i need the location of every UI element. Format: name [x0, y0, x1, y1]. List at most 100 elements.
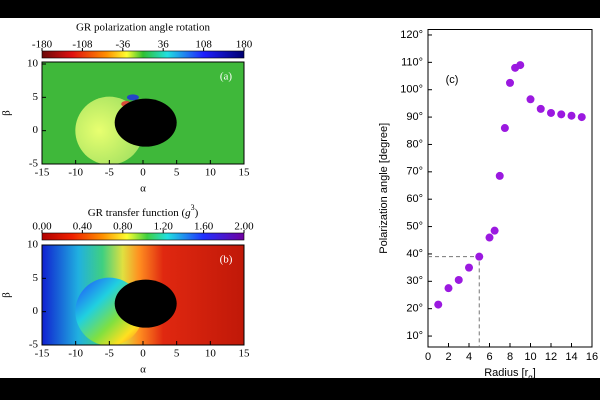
data-point	[577, 113, 586, 122]
colorbar-tick-label: 108	[195, 39, 212, 51]
x-tick-label: 12	[545, 351, 557, 363]
black-hole-shadow	[114, 98, 177, 147]
x-tick-label: -5	[105, 167, 115, 179]
x-tick-label: -5	[105, 348, 115, 360]
data-point	[475, 252, 484, 261]
y-tick-label: 80°	[406, 138, 423, 150]
y-tick-label: 20°	[406, 303, 423, 315]
data-point	[500, 124, 509, 133]
x-tick-label: 10	[524, 351, 536, 363]
y-tick-label: 5	[33, 272, 39, 284]
data-point	[547, 108, 555, 117]
y-tick-label: 70°	[406, 166, 423, 178]
data-point	[454, 275, 463, 284]
x-tick-label: 4	[466, 351, 472, 363]
y-tick-label: 40°	[406, 248, 423, 260]
y-tick-label: 50°	[406, 220, 423, 232]
data-point	[506, 78, 514, 87]
y-tick-label: 10	[27, 239, 39, 251]
x-tick-label: 0	[140, 167, 146, 179]
y-axis-label: β	[1, 110, 13, 116]
y-tick-label: 10°	[406, 330, 423, 342]
y-tick-label: 90°	[406, 111, 423, 123]
panel-label: (a)	[220, 71, 233, 83]
x-tick-label: 6	[486, 351, 492, 363]
x-tick-label: 5	[174, 167, 180, 179]
x-tick-label: 0	[425, 351, 431, 363]
colorbar-tick-label: 2.00	[234, 221, 254, 233]
data-point	[444, 284, 453, 293]
panel-label: (c)	[446, 74, 459, 86]
y-tick-label: 0	[33, 305, 39, 317]
y-tick-label: 5	[33, 91, 39, 103]
colorbar-tick-label: 1.20	[154, 221, 174, 233]
text-part: g	[185, 207, 191, 219]
data-point	[485, 233, 494, 242]
colorbar-tick-label: 0.00	[32, 221, 52, 233]
text-part: )	[195, 207, 199, 219]
colorbar-tick-label: 0.80	[113, 221, 133, 233]
x-tick-label: 2	[445, 351, 451, 363]
x-axis-label: α	[140, 364, 146, 376]
rotation-blue	[126, 94, 139, 101]
x-axis-label: Radius [rg]	[484, 367, 536, 382]
y-axis-label: Polarization angle [degree]	[378, 123, 390, 254]
text-part: g	[528, 373, 532, 382]
x-tick-label: -10	[68, 167, 83, 179]
x-tick-label: -10	[68, 348, 83, 360]
bottom-bar	[0, 378, 600, 400]
panel-title: GR polarization angle rotation	[76, 22, 211, 34]
panel-title: GR transfer function (g3)	[88, 203, 199, 218]
y-tick-label: 120°	[400, 29, 423, 41]
data-point	[516, 61, 525, 70]
text-part: ]	[533, 367, 536, 379]
x-tick-label: -15	[35, 348, 50, 360]
data-point	[567, 111, 576, 120]
colorbar	[41, 232, 245, 241]
y-tick-label: 100°	[400, 84, 423, 96]
data-point	[465, 263, 473, 272]
data-point	[557, 110, 566, 119]
data-point	[490, 226, 499, 235]
x-tick-label: 0	[140, 348, 146, 360]
y-tick-label: 110°	[401, 56, 423, 68]
text-part: Radius [r	[484, 367, 528, 379]
x-axis-label: α	[140, 183, 146, 195]
colorbar-tick-label: 1.60	[194, 221, 214, 233]
text-part: GR transfer function (	[88, 207, 186, 219]
y-tick-label: 60°	[406, 193, 423, 205]
y-tick-label: -5	[29, 158, 39, 170]
top-bar	[0, 0, 600, 18]
colorbar-tick-label: 0.40	[73, 221, 93, 233]
colorbar	[41, 50, 245, 59]
text-part: 3	[191, 203, 195, 212]
x-tick-label: 5	[174, 348, 180, 360]
x-tick-label: 15	[239, 167, 251, 179]
x-tick-label: 10	[205, 348, 217, 360]
colorbar-tick-label: -36	[115, 39, 130, 51]
data-point	[434, 300, 443, 309]
black-hole-shadow	[114, 279, 177, 328]
y-tick-label: -5	[29, 339, 39, 351]
y-tick-label: 10	[27, 58, 39, 70]
heatmap-image	[42, 245, 244, 345]
x-tick-label: 15	[239, 348, 251, 360]
colorbar-tick-label: 180	[236, 39, 253, 51]
data-point	[526, 95, 535, 104]
x-tick-label: 10	[205, 167, 217, 179]
data-point	[536, 104, 545, 113]
y-tick-label: 0	[33, 124, 39, 136]
colorbar-tick-label: -180	[32, 39, 53, 51]
y-tick-label: 30°	[406, 275, 423, 287]
x-tick-label: 14	[565, 351, 577, 363]
colorbar-tick-label: -108	[72, 39, 93, 51]
colorbar-tick-label: 36	[158, 39, 170, 51]
x-tick-label: 8	[507, 351, 513, 363]
data-point	[495, 171, 504, 180]
heatmap-image	[42, 62, 244, 164]
y-axis-label: β	[1, 292, 13, 298]
x-tick-label: -15	[35, 167, 50, 179]
panel-label: (b)	[220, 254, 233, 266]
x-tick-label: 16	[586, 351, 598, 363]
